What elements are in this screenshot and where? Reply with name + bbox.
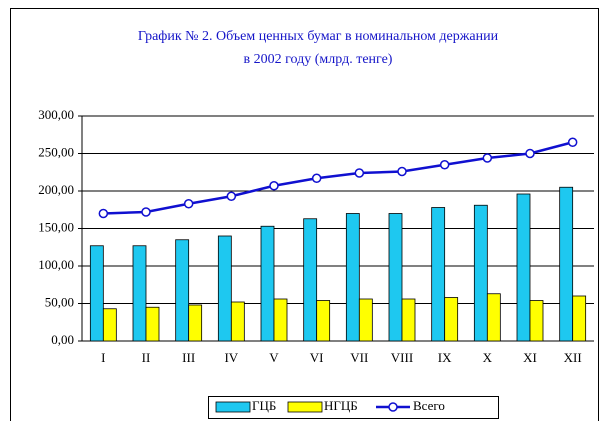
line-marker [141,207,151,217]
legend-box [208,396,499,419]
x-tick-label: III [182,350,195,365]
y-tick-label: 250,00 [38,144,74,159]
y-tick-label: 100,00 [38,257,74,272]
line-marker [354,168,365,178]
line-marker [525,148,535,159]
line-marker [98,208,109,219]
bar [473,204,488,342]
x-tick-label: VII [350,350,368,365]
line-marker [439,160,450,170]
bar [273,298,288,342]
y-tick-label: 0,00 [51,332,74,347]
chart-frame [10,8,599,421]
x-tick-label: IV [224,350,238,365]
bar [316,300,331,342]
x-tick-label: VIII [391,350,413,365]
x-tick-label: XII [564,350,582,365]
bar [132,245,147,342]
chart-title: в 2002 году (млрд. тенге) [244,52,393,67]
bar [303,218,318,342]
bar [260,225,275,342]
x-tick-label: XI [523,350,537,365]
x-tick-label: IX [438,350,452,365]
line-marker [183,199,194,209]
y-tick-label: 150,00 [38,219,74,234]
chart-title: График № 2. Объем ценных бумаг в номинал… [138,29,499,44]
bar [401,298,416,342]
legend-swatch [388,402,398,412]
bar [358,298,373,342]
x-tick-label: I [101,350,105,365]
line-marker [397,166,407,177]
bar [345,213,360,342]
bar [102,308,117,342]
y-tick-label: 300,00 [38,107,74,122]
line-marker [269,181,279,191]
line-marker [226,191,237,201]
line-marker [482,153,493,163]
x-tick-label: VI [310,350,324,365]
legend-label: Всего [413,398,445,413]
bar [444,297,459,342]
y-tick-label: 50,00 [45,294,74,309]
line-marker [567,137,578,147]
bar [486,293,501,342]
line [103,141,573,215]
legend-swatch [215,401,251,413]
bar [431,207,446,342]
y-tick-label: 200,00 [38,182,74,197]
line-marker [311,173,322,183]
x-tick-label: V [269,350,279,365]
legend-label: НГЦБ [324,398,358,413]
bar [529,300,544,342]
legend-swatch [287,401,323,413]
bar [516,193,531,342]
bar [388,213,403,342]
bar [217,235,232,342]
legend-label: ГЦБ [252,398,276,413]
bar [230,301,245,342]
x-tick-label: X [483,350,493,365]
bar [572,295,587,342]
bar [145,306,160,342]
bar [188,304,203,342]
bar [89,245,104,342]
bar [559,186,574,342]
x-tick-label: II [142,350,151,365]
bar [175,239,190,342]
